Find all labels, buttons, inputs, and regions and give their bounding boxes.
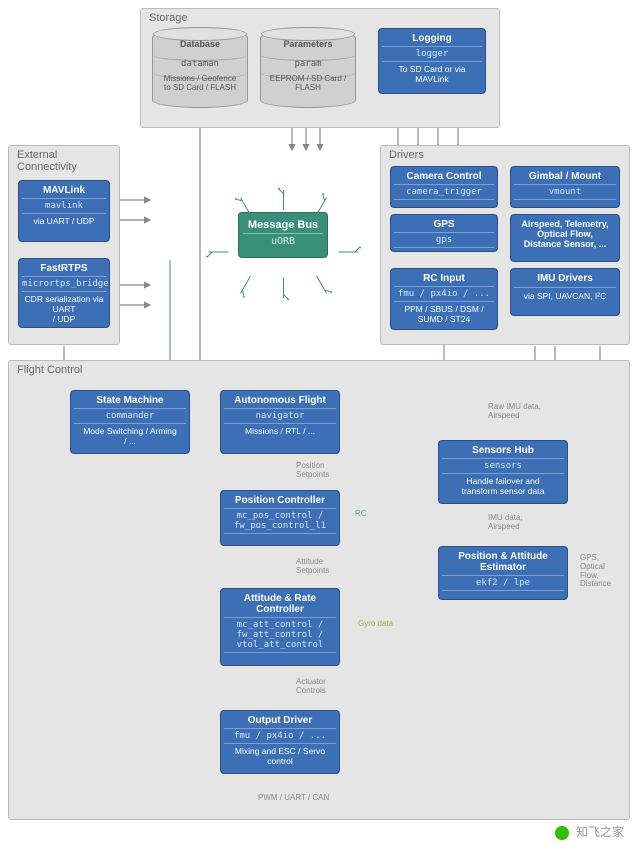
fastrtps-title: FastRTPS	[22, 263, 106, 274]
sm-code: commander	[74, 408, 186, 424]
ac-title: Attitude & RateController	[224, 593, 336, 615]
sh-title: Sensors Hub	[442, 445, 564, 456]
node-output: Output Driver fmu / px4io / ... Mixing a…	[220, 710, 340, 774]
logging-title: Logging	[382, 33, 482, 44]
cyl-params: Parameters param EEPROM / SD Card /FLASH	[260, 30, 356, 108]
node-gimbal: Gimbal / Mount vmount	[510, 166, 620, 208]
airspeed-title: Airspeed, Telemetry,Optical Flow,Distanc…	[514, 219, 616, 249]
node-mavlink: MAVLink mavlink via UART / UDP	[18, 180, 110, 242]
group-storage-title: Storage	[149, 12, 188, 24]
db-code: dataman	[153, 59, 247, 69]
el-att-sp: AttitudeSetpoints	[296, 558, 329, 576]
gimbal-title: Gimbal / Mount	[514, 171, 616, 182]
node-autoflight: Autonomous Flight navigator Missions / R…	[220, 390, 340, 454]
node-gps: GPS gps	[390, 214, 498, 252]
group-ext-title: ExternalConnectivity	[17, 149, 77, 173]
group-drivers-title: Drivers	[389, 149, 424, 161]
node-rcinput: RC Input fmu / px4io / ... PPM / SBUS / …	[390, 268, 498, 330]
ac-code: mc_att_control /fw_att_control /vtol_att…	[224, 617, 336, 653]
sm-title: State Machine	[74, 395, 186, 406]
params-code: param	[261, 59, 355, 69]
out-sub: Mixing and ESC / Servocontrol	[224, 746, 336, 766]
pe-title: Position & AttitudeEstimator	[442, 551, 564, 573]
node-sensorshub: Sensors Hub sensors Handle failover andt…	[438, 440, 568, 504]
bus-code: uORB	[243, 233, 323, 247]
el-rc: RC	[355, 510, 367, 519]
gps-code: gps	[394, 232, 494, 248]
sh-code: sensors	[442, 458, 564, 474]
node-fastrtps: FastRTPS micrortps_bridge CDR serializat…	[18, 258, 110, 328]
imu-title: IMU Drivers	[514, 273, 616, 284]
fastrtps-code: micrortps_bridge	[22, 276, 106, 292]
out-code: fmu / px4io / ...	[224, 728, 336, 744]
af-code: navigator	[224, 408, 336, 424]
sh-sub: Handle failover andtransform sensor data	[442, 476, 564, 496]
af-sub: Missions / RTL / ...	[224, 426, 336, 436]
camera-code: camera_trigger	[394, 184, 494, 200]
mavlink-code: mavlink	[22, 198, 106, 214]
mavlink-sub: via UART / UDP	[22, 216, 106, 226]
el-gps-flow: GPS,OpticalFlow,Distance	[580, 554, 611, 589]
rcinput-title: RC Input	[394, 273, 494, 284]
rcinput-code: fmu / px4io / ...	[394, 286, 494, 302]
el-imu-data: IMU data,Airspeed	[488, 514, 523, 532]
sm-sub: Mode Switching / Arming/ ...	[74, 426, 186, 446]
rcinput-sub: PPM / SBUS / DSM /SUMD / ST24	[394, 304, 494, 324]
bus-title: Message Bus	[243, 219, 323, 231]
node-camera: Camera Control camera_trigger	[390, 166, 498, 208]
node-attcontrol: Attitude & RateController mc_att_control…	[220, 588, 340, 666]
el-pwm: PWM / UART / CAN	[258, 794, 329, 803]
message-bus: Message Bus uORB	[238, 212, 328, 258]
node-posest: Position & AttitudeEstimator ekf2 / lpe	[438, 546, 568, 600]
pc-title: Position Controller	[224, 495, 336, 506]
mavlink-title: MAVLink	[22, 185, 106, 196]
af-title: Autonomous Flight	[224, 395, 336, 406]
el-act: ActuatorControls	[296, 678, 326, 696]
params-title: Parameters	[261, 39, 355, 49]
node-logging: Logging logger To SD Card or viaMAVLink	[378, 28, 486, 94]
cyl-database: Database dataman Missions / Geofenceto S…	[152, 30, 248, 108]
logging-sub: To SD Card or viaMAVLink	[382, 64, 482, 84]
imu-sub: via SPI, UAVCAN, I²C	[514, 287, 616, 301]
node-airspeed: Airspeed, Telemetry,Optical Flow,Distanc…	[510, 214, 620, 262]
fastrtps-sub: CDR serialization via UART/ UDP	[22, 294, 106, 325]
pc-code: mc_pos_control /fw_pos_control_l1	[224, 508, 336, 534]
node-statemachine: State Machine commander Mode Switching /…	[70, 390, 190, 454]
db-title: Database	[153, 39, 247, 49]
el-raw-imu: Raw IMU data,Airspeed	[488, 403, 541, 421]
watermark-text: 知飞之家	[576, 825, 624, 839]
group-flight-title: Flight Control	[17, 364, 82, 376]
gimbal-code: vmount	[514, 184, 616, 200]
el-gyro: Gyro data	[358, 620, 393, 629]
wechat-icon	[555, 826, 569, 840]
watermark: 知飞之家	[549, 821, 630, 842]
pe-code: ekf2 / lpe	[442, 575, 564, 591]
out-title: Output Driver	[224, 715, 336, 726]
el-pos-sp: PositionSetpoints	[296, 462, 329, 480]
logging-code: logger	[382, 46, 482, 62]
node-imu: IMU Drivers via SPI, UAVCAN, I²C	[510, 268, 620, 316]
camera-title: Camera Control	[394, 171, 494, 182]
db-sub: Missions / Geofenceto SD Card / FLASH	[153, 75, 247, 93]
gps-title: GPS	[394, 219, 494, 230]
params-sub: EEPROM / SD Card /FLASH	[261, 75, 355, 93]
node-poscontrol: Position Controller mc_pos_control /fw_p…	[220, 490, 340, 546]
